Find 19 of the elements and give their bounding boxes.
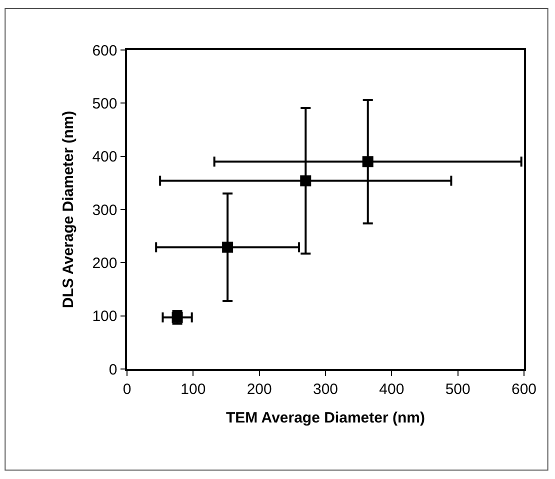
y-tick-label: 200 xyxy=(92,254,118,272)
x-tick-label: 200 xyxy=(246,380,272,398)
x-tick-label: 400 xyxy=(379,380,404,398)
y-tick-label: 100 xyxy=(92,308,118,326)
x-tick-label: 500 xyxy=(445,380,470,398)
y-tick-label: 600 xyxy=(92,42,118,60)
y-tick-label: 300 xyxy=(92,202,118,219)
x-axis-title: TEM Average Diameter (nm) xyxy=(226,409,425,426)
x-tick-label: 300 xyxy=(312,380,338,398)
x-tick-label: 600 xyxy=(511,380,537,398)
point xyxy=(362,156,374,168)
point xyxy=(222,242,234,253)
x-tick-label: 0 xyxy=(122,380,132,398)
y-axis-title: DLS Average Diameter (nm) xyxy=(60,110,77,308)
y-tick-label: 0 xyxy=(108,361,118,378)
x-tick-label: 100 xyxy=(180,380,206,398)
y-tick-label: 500 xyxy=(92,95,118,112)
point xyxy=(300,175,312,186)
y-tick-label: 400 xyxy=(92,148,118,166)
